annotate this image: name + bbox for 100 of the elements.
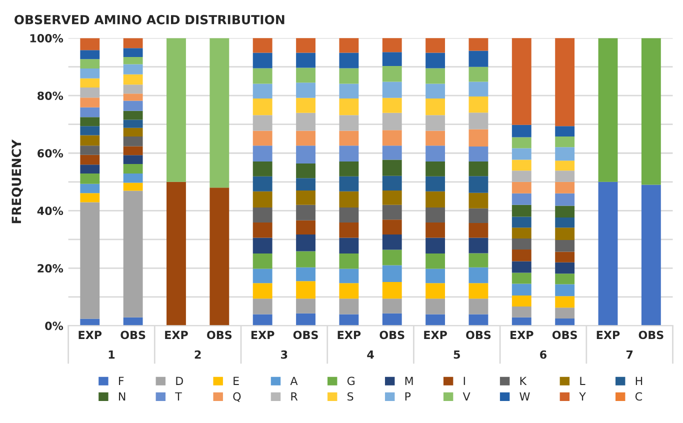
legend-label: K — [520, 376, 527, 385]
bar — [123, 94, 143, 101]
bar — [512, 228, 532, 239]
bar — [426, 176, 446, 192]
bar — [512, 249, 532, 262]
bar — [339, 283, 359, 299]
bar — [80, 38, 100, 50]
legend-label: C — [635, 392, 642, 401]
bar — [555, 274, 575, 284]
bar — [80, 50, 100, 60]
bar — [426, 268, 446, 284]
bar — [512, 238, 532, 250]
bar — [339, 98, 359, 116]
bar — [123, 57, 143, 64]
bar — [598, 182, 618, 326]
bar — [339, 146, 359, 162]
x-tick-label: OBS — [638, 330, 664, 340]
text: 5 — [454, 350, 460, 359]
x-tick-label: EXP — [251, 330, 274, 340]
bar — [296, 190, 316, 205]
bar — [166, 38, 186, 182]
bar — [382, 313, 402, 326]
bar — [512, 170, 532, 182]
bar — [426, 38, 446, 53]
bar — [296, 98, 316, 113]
bar — [382, 298, 402, 314]
bar — [555, 170, 575, 182]
bar — [123, 110, 143, 120]
bar — [555, 262, 575, 274]
bar — [252, 38, 272, 53]
bar — [382, 190, 402, 205]
bar — [512, 317, 532, 326]
bar — [80, 107, 100, 118]
bar — [555, 240, 575, 252]
text: 6 — [540, 350, 546, 359]
legend-label: M — [405, 376, 413, 385]
bar — [123, 190, 143, 318]
bar — [123, 74, 143, 85]
legend-label: A — [290, 376, 298, 385]
bar — [512, 284, 532, 296]
bar — [382, 250, 402, 266]
bar — [555, 38, 575, 126]
bar — [252, 176, 272, 192]
legend-label: Q — [233, 392, 241, 402]
text: 1 — [108, 350, 115, 359]
bar — [382, 82, 402, 98]
bar — [339, 191, 359, 208]
bar — [123, 128, 143, 136]
bar — [252, 146, 272, 162]
bar — [426, 98, 446, 116]
legend-label: H — [636, 376, 642, 385]
bar — [426, 52, 446, 68]
bar — [512, 38, 532, 125]
text: 7 — [626, 350, 633, 359]
bar — [339, 161, 359, 176]
x-tick-label: EXP — [338, 330, 361, 340]
bar — [512, 216, 532, 228]
bar — [555, 296, 575, 308]
bar — [123, 38, 143, 48]
x-tick-label: OBS — [120, 330, 146, 340]
bar — [123, 317, 143, 326]
bar — [426, 283, 446, 299]
bar — [80, 59, 100, 69]
bar — [468, 112, 488, 130]
bar — [339, 222, 359, 238]
bar — [123, 155, 143, 164]
bar — [123, 84, 143, 94]
bar — [210, 38, 230, 188]
bar — [80, 98, 100, 108]
bar — [80, 88, 100, 98]
bar — [252, 254, 272, 269]
chart-title: OBSERVED AMINO ACID DISTRIBUTION — [14, 14, 284, 24]
bar — [339, 268, 359, 284]
bar — [296, 178, 316, 191]
bar — [468, 50, 488, 67]
y-tick-label: 20% — [38, 264, 64, 273]
bar — [555, 284, 575, 296]
bar — [339, 84, 359, 98]
bar — [252, 130, 272, 146]
bar — [296, 251, 316, 268]
y-tick-label: 60% — [38, 149, 64, 158]
bar — [252, 161, 272, 176]
bar — [296, 163, 316, 178]
bar — [252, 84, 272, 98]
bar — [80, 202, 100, 319]
bar — [296, 130, 316, 146]
bar — [339, 115, 359, 131]
bar — [296, 281, 316, 299]
bar — [382, 112, 402, 130]
bar — [339, 52, 359, 68]
bar — [512, 306, 532, 318]
bar — [468, 161, 488, 176]
bar — [123, 174, 143, 183]
bar — [512, 261, 532, 273]
bar — [252, 98, 272, 116]
legend-label: R — [291, 392, 298, 400]
bar — [426, 222, 446, 238]
bar — [555, 206, 575, 218]
bar — [123, 146, 143, 156]
bar — [382, 98, 402, 113]
